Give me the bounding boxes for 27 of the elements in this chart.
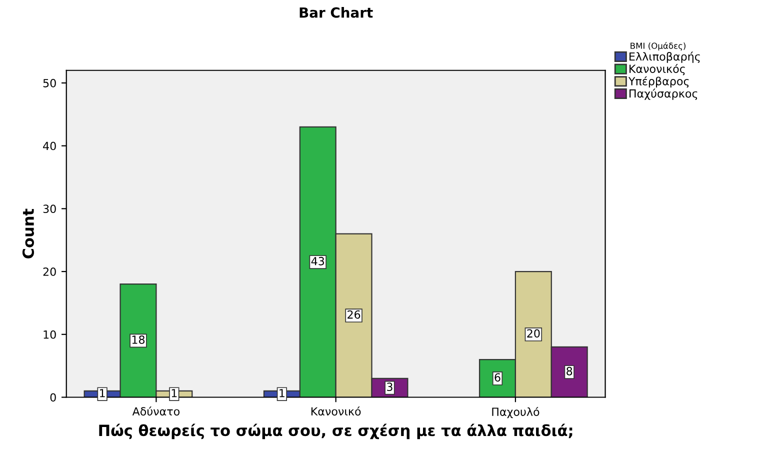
data-label: 1: [172, 389, 177, 398]
x-axis-title: Πώς θεωρείς το σώμα σου, σε σχέση με τα άλλα παιδιά;: [99, 424, 572, 440]
y-tick-label: 10: [44, 330, 56, 339]
data-label: 43: [311, 256, 324, 266]
data-label: 20: [527, 329, 540, 338]
data-label: 1: [280, 389, 284, 398]
y-tick-label: 50: [43, 78, 56, 88]
legend-title: BMI (Ομάδες): [630, 42, 686, 51]
x-tick-label: Παχουλό: [492, 406, 540, 418]
data-label: 8: [566, 366, 572, 376]
legend-label: Παχύσαρκος: [630, 88, 698, 100]
data-label: 26: [348, 310, 360, 319]
legend-label: Υπέρβαρος: [628, 76, 689, 88]
legend-label: Κανονικός: [630, 64, 685, 76]
legend-label: Ελλιποβαρής: [630, 52, 700, 63]
y-tick-label: 20: [43, 268, 56, 276]
y-tick-label: 0: [50, 393, 56, 402]
chart-title: Bar Chart: [300, 7, 373, 18]
data-label: 18: [132, 335, 145, 344]
data-label: 6: [494, 373, 500, 382]
y-tick-label: 40: [43, 142, 56, 150]
x-tick-label: Αδύνατο: [132, 406, 180, 416]
y-tick-label: 30: [43, 204, 56, 214]
data-label: 1: [100, 389, 105, 398]
data-label: 3: [387, 382, 392, 392]
y-axis-title: Count: [22, 208, 34, 258]
x-tick-label: Κανονικό: [311, 406, 361, 416]
